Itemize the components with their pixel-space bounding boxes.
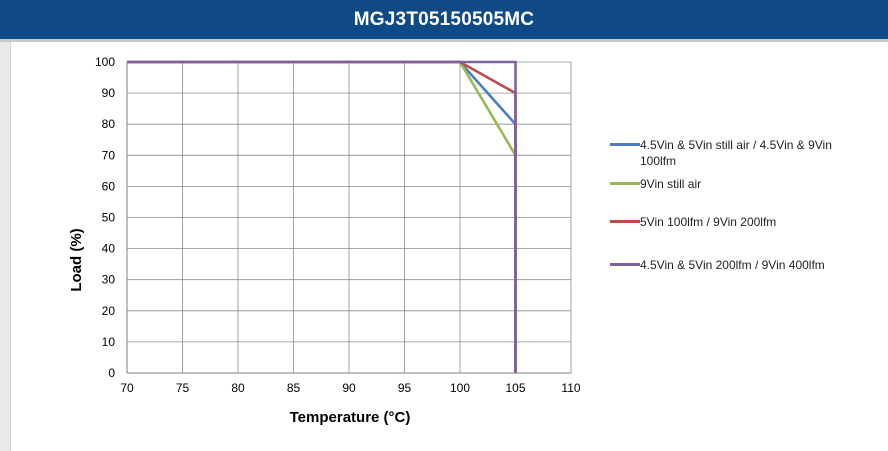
header-bar: MGJ3T05150505MC <box>0 0 888 39</box>
y-tick-label: 50 <box>102 211 116 225</box>
y-tick-label: 10 <box>102 335 116 349</box>
x-tick-label: 80 <box>231 381 245 395</box>
legend-item: 4.5Vin & 5Vin still air / 4.5Vin & 9Vin … <box>610 137 840 169</box>
left-border <box>0 0 11 451</box>
legend-swatch <box>610 220 640 223</box>
chart-plot: 70 75 80 85 90 95 100 105 110 0 10 20 30 40 50 60 70 80 90… <box>68 55 581 426</box>
y-tick-label: 0 <box>108 366 115 380</box>
y-tick-label: 100 <box>95 55 115 69</box>
legend-swatch <box>610 182 640 185</box>
x-tick-label: 95 <box>398 381 412 395</box>
legend-swatch <box>610 143 640 146</box>
x-tick-label: 85 <box>287 381 301 395</box>
y-tick-label: 70 <box>102 148 116 162</box>
y-tick-label: 60 <box>102 179 116 193</box>
x-tick-label: 70 <box>120 381 134 395</box>
x-axis-label: Temperature (°C) <box>290 409 411 426</box>
legend-label: 4.5Vin & 5Vin 200lfm / 9Vin 400lfm <box>640 258 825 272</box>
x-tick-label: 75 <box>176 381 190 395</box>
legend-label: 4.5Vin & 5Vin still air / 4.5Vin & 9Vin … <box>640 138 832 168</box>
series-lines <box>127 60 517 373</box>
y-tick-label: 20 <box>102 304 116 318</box>
header-divider <box>0 39 888 42</box>
tick-labels: 70 75 80 85 90 95 100 105 110 0 10 20 30 40 50 60 70 80 90… <box>95 55 581 395</box>
y-axis-label: Load (%) <box>68 228 85 291</box>
y-tick-label: 80 <box>102 117 116 131</box>
legend-item: 5Vin 100lfm / 9Vin 200lfm <box>610 214 776 230</box>
legend-label: 5Vin 100lfm / 9Vin 200lfm <box>640 215 777 229</box>
x-tick-label: 110 <box>561 381 580 395</box>
legend-item: 9Vin still air <box>610 176 701 192</box>
grid-lines <box>126 61 572 374</box>
axes <box>126 62 571 374</box>
y-tick-label: 40 <box>102 242 116 256</box>
x-tick-label: 90 <box>342 381 356 395</box>
chart-title: MGJ3T05150505MC <box>353 8 535 30</box>
legend-label: 9Vin still air <box>640 177 702 191</box>
y-tick-label: 30 <box>102 273 116 287</box>
series-line <box>127 60 517 373</box>
x-tick-label: 100 <box>450 381 470 395</box>
legend-swatch <box>610 263 640 266</box>
y-tick-label: 90 <box>102 86 116 100</box>
x-tick-label: 105 <box>505 381 525 395</box>
legend-item: 4.5Vin & 5Vin 200lfm / 9Vin 400lfm <box>610 257 825 273</box>
